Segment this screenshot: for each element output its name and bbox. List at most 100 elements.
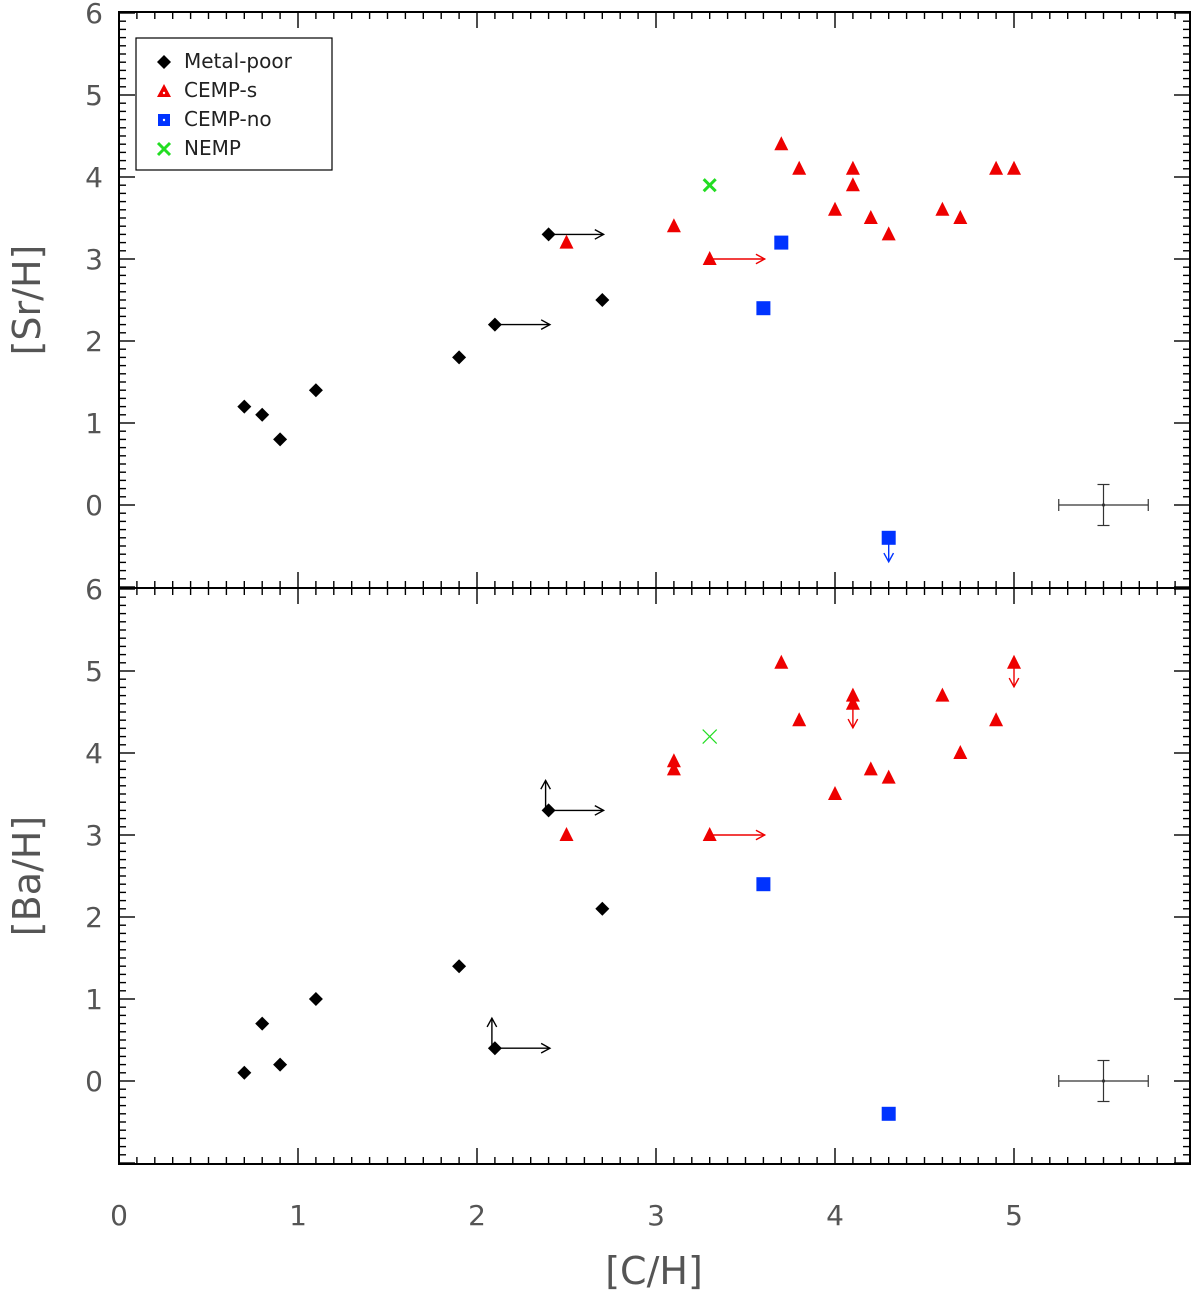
x-tick-label: 5: [1005, 1199, 1023, 1232]
point-cemp-s: [828, 786, 842, 800]
point-metal-poor: [237, 1065, 252, 1080]
limit-arrow-down: [847, 703, 859, 730]
limit-arrow-right: [548, 228, 606, 240]
series-metal-poor: [237, 227, 610, 447]
series-cemp-s: [559, 654, 1021, 841]
point-cemp-s: [845, 160, 860, 175]
point-cemp-s: [989, 160, 1004, 175]
limit-arrow-right: [494, 319, 552, 331]
legend-marker-nemp-stroke-b: [156, 141, 172, 157]
series-cemp-no: [756, 877, 896, 1121]
y-tick-label: 6: [85, 573, 103, 606]
legend-marker-cemp-no-dot: [162, 118, 166, 122]
y-tick-label: 5: [85, 79, 103, 112]
point-cemp-no: [881, 1106, 896, 1121]
limit-arrow-right-head: [755, 829, 767, 841]
point-cemp-s: [1007, 160, 1021, 175]
y-tick-label: 5: [85, 655, 103, 688]
point-cemp-s: [863, 761, 878, 776]
point-metal-poor: [452, 350, 467, 365]
series-nemp: [702, 729, 718, 745]
limit-arrow-right: [709, 829, 767, 841]
point-metal-poor: [255, 407, 270, 422]
point-metal-poor: [273, 432, 288, 447]
limit-arrow-up: [486, 1016, 498, 1049]
y-tick-label: 1: [85, 407, 103, 440]
error-bar-center: [1101, 503, 1106, 507]
y-axis-title-sr: [Sr/H]: [5, 245, 49, 356]
point-cemp-s: [702, 827, 717, 841]
y-tick-label: 2: [85, 325, 103, 358]
limit-arrow-down: [883, 537, 895, 564]
x-tick-label: 1: [289, 1199, 307, 1232]
point-cemp-s: [1007, 654, 1021, 669]
series-metal-poor: [237, 778, 610, 1080]
point-metal-poor: [452, 959, 467, 974]
y-tick-label: 4: [85, 161, 103, 194]
x-tick-label: 3: [647, 1199, 665, 1232]
y-tick-label: 0: [85, 489, 103, 522]
point-cemp-s: [559, 234, 574, 249]
point-cemp-no: [756, 877, 771, 892]
x-tick-label: 0: [110, 1199, 128, 1232]
point-metal-poor: [255, 1016, 270, 1031]
limit-arrow-up: [540, 778, 552, 811]
limit-arrow-right-head: [594, 804, 606, 816]
point-nemp-stroke-b: [702, 178, 717, 193]
legend: Metal-poor CEMP-s CEMP-no NEMP: [135, 37, 333, 171]
point-cemp-s: [792, 712, 807, 727]
limit-arrow-up-head: [540, 778, 552, 790]
point-cemp-s: [845, 695, 860, 710]
point-cemp-s: [989, 712, 1004, 727]
y-tick-label: 0: [85, 1065, 103, 1098]
point-cemp-s: [845, 687, 860, 702]
point-nemp: [702, 729, 718, 745]
limit-arrow-right-head: [594, 228, 606, 240]
panel-ba: 0 1 2 3 4 5 6 0 1 2 3 4 5: [85, 573, 1191, 1232]
point-metal-poor: [308, 992, 323, 1006]
point-cemp-s: [666, 218, 681, 233]
y-tick-label: 6: [85, 0, 103, 30]
x-axis-title: [C/H]: [605, 1249, 703, 1293]
series-nemp: [702, 178, 717, 193]
limit-arrow-right: [709, 253, 767, 265]
point-metal-poor: [595, 293, 610, 307]
point-cemp-s: [935, 201, 950, 216]
point-nemp: [702, 178, 717, 193]
point-cemp-s: [666, 753, 681, 768]
point-cemp-s: [953, 745, 968, 759]
point-cemp-s: [666, 761, 681, 776]
point-metal-poor: [273, 1057, 288, 1072]
legend-label-cemp-s: CEMP-s: [184, 78, 257, 102]
limit-arrow-right-head: [540, 319, 552, 331]
error-bar: [1058, 483, 1149, 527]
y-tick-label: 2: [85, 901, 103, 934]
legend-label-cemp-no: CEMP-no: [184, 107, 272, 131]
x-tick-label: 2: [468, 1199, 486, 1232]
limit-arrow-right-head: [755, 253, 767, 265]
point-metal-poor: [308, 383, 323, 398]
y-tick-label: 4: [85, 737, 103, 770]
y-tick-label: 1: [85, 983, 103, 1016]
limit-arrow-down-head: [847, 718, 859, 730]
legend-marker-metal-poor: [157, 55, 171, 69]
point-cemp-s: [774, 654, 789, 669]
point-cemp-no: [774, 235, 789, 250]
error-bar: [1058, 1059, 1149, 1103]
y-tick-label: 3: [85, 243, 103, 276]
limit-arrow-up-head: [486, 1016, 498, 1028]
limit-arrow-right-head: [540, 1042, 552, 1054]
limit-arrow-down-head: [1008, 677, 1020, 689]
legend-label-nemp: NEMP: [184, 136, 241, 160]
legend-marker-cemp-s: [157, 84, 171, 97]
point-cemp-no: [756, 301, 771, 316]
y-tick-label: 3: [85, 819, 103, 852]
point-cemp-s: [702, 251, 717, 265]
series-cemp-s: [559, 136, 1021, 265]
limit-arrow-down-head: [883, 552, 895, 564]
plot-frame-ba: [118, 587, 1191, 1165]
limit-arrow-right: [494, 1042, 552, 1054]
point-metal-poor: [237, 399, 252, 414]
point-cemp-s: [935, 687, 950, 702]
